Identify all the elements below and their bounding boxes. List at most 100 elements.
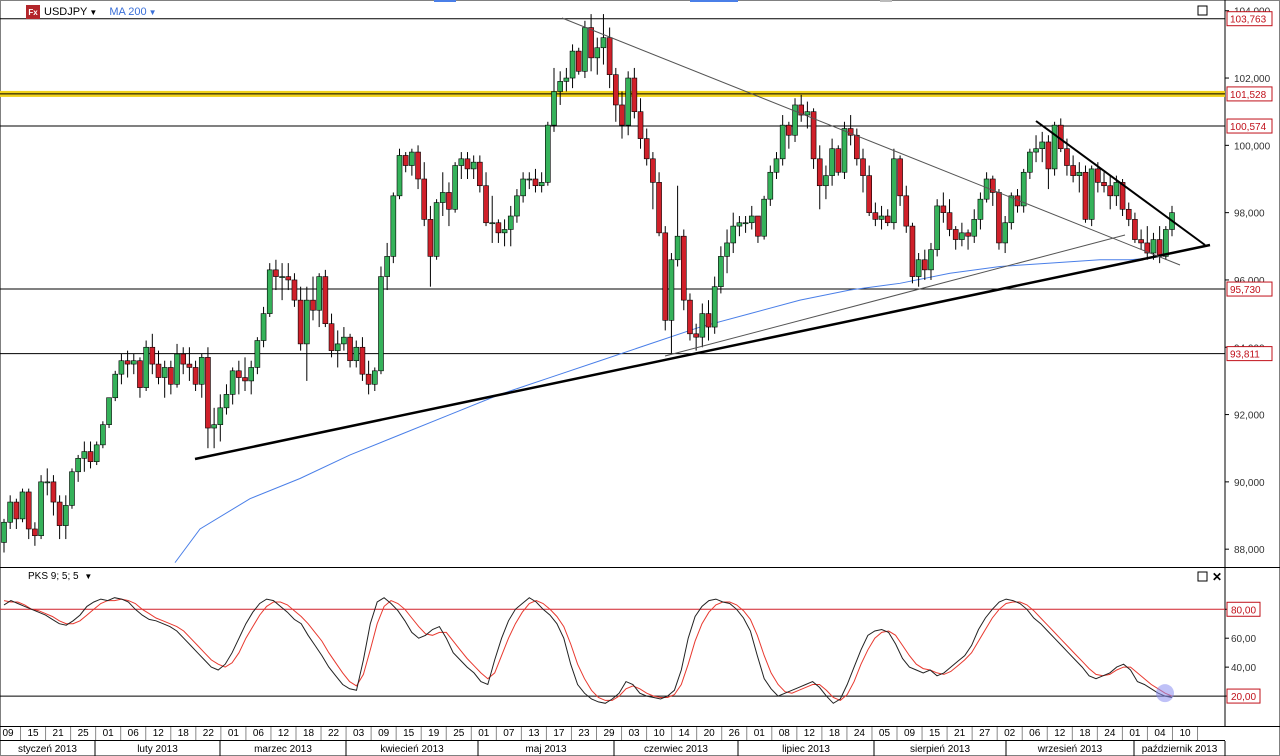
candle bbox=[477, 155, 483, 193]
bull-candle-body bbox=[625, 77, 631, 126]
bear-candle-body bbox=[866, 175, 872, 213]
candle bbox=[526, 172, 533, 190]
x-day-label: 18 bbox=[303, 728, 315, 739]
symbol-selector[interactable]: USDJPY bbox=[44, 6, 88, 18]
oscillator-label[interactable]: PKS 9; 5; 5 bbox=[28, 571, 79, 582]
bear-candle-body bbox=[495, 222, 502, 234]
bull-candle-body bbox=[161, 367, 168, 378]
bear-candle-body bbox=[922, 259, 928, 271]
x-day-label: 09 bbox=[378, 728, 390, 739]
bear-candle-body bbox=[631, 77, 638, 112]
bull-candle-body bbox=[761, 198, 767, 237]
candle bbox=[1057, 118, 1064, 153]
bull-candle-body bbox=[38, 481, 44, 537]
candle bbox=[56, 495, 63, 540]
bull-candle-body bbox=[773, 158, 780, 173]
candle bbox=[93, 441, 100, 466]
x-month-label: sierpień 2013 bbox=[910, 744, 970, 755]
bull-candle-body bbox=[130, 360, 137, 365]
osc-tick-label: 80,00 bbox=[1231, 605, 1256, 616]
oscillator-title[interactable]: PKS 9; 5; 5 ▼ bbox=[28, 571, 104, 582]
candle bbox=[971, 209, 978, 243]
bear-candle-body bbox=[860, 158, 866, 176]
bull-candle-body bbox=[81, 451, 88, 459]
x-day-label: 15 bbox=[403, 728, 415, 739]
x-day-label: 13 bbox=[528, 728, 540, 739]
bull-candle-body bbox=[396, 155, 403, 197]
bear-candle-body bbox=[786, 124, 792, 136]
candle bbox=[112, 370, 119, 402]
price-level-label: 93,811 bbox=[1230, 350, 1260, 361]
x-day-label: 09 bbox=[904, 728, 916, 739]
x-day-label: 18 bbox=[178, 728, 190, 739]
x-day-label: 01 bbox=[228, 728, 240, 739]
symbol-dropdown-icon[interactable]: ▼ bbox=[89, 7, 98, 17]
bear-candle-body bbox=[1101, 182, 1107, 187]
x-day-label: 12 bbox=[278, 728, 290, 739]
candle bbox=[205, 347, 211, 449]
bull-candle-body bbox=[1002, 222, 1008, 244]
candle bbox=[25, 488, 32, 540]
bear-candle-body bbox=[365, 373, 372, 385]
candle bbox=[761, 195, 767, 240]
oscillator-dropdown-icon[interactable]: ▼ bbox=[84, 572, 93, 581]
bull-candle-body bbox=[1051, 124, 1058, 170]
bull-candle-body bbox=[112, 373, 119, 399]
bear-candle-body bbox=[415, 151, 421, 180]
bear-candle-body bbox=[56, 501, 63, 526]
bear-candle-body bbox=[940, 205, 947, 213]
bear-candle-body bbox=[137, 360, 143, 388]
bear-candle-body bbox=[965, 232, 971, 237]
bear-candle-body bbox=[643, 138, 650, 160]
candle bbox=[532, 168, 539, 193]
price-level-label: 100,574 bbox=[1230, 122, 1267, 133]
candle bbox=[816, 145, 823, 210]
bull-candle-body bbox=[971, 219, 978, 237]
indicator-dropdown-icon[interactable]: ▼ bbox=[148, 7, 157, 17]
candle bbox=[538, 172, 545, 193]
bear-candle-body bbox=[810, 111, 817, 160]
candle bbox=[934, 199, 940, 257]
scroll-marker bbox=[880, 0, 892, 2]
candle bbox=[291, 273, 298, 307]
bull-candle-body bbox=[823, 175, 829, 187]
osc-tick-label: 40,00 bbox=[1231, 663, 1256, 674]
candle bbox=[804, 101, 811, 129]
bear-candle-body bbox=[291, 279, 298, 301]
candle bbox=[347, 333, 353, 368]
bear-candle-body bbox=[1082, 171, 1089, 220]
x-day-label: 06 bbox=[128, 728, 140, 739]
candle bbox=[304, 286, 310, 381]
indicator-selector[interactable]: MA 200 bbox=[109, 6, 147, 18]
bull-candle-body bbox=[217, 407, 224, 425]
candle bbox=[81, 441, 88, 472]
bear-candle-body bbox=[359, 346, 366, 375]
bear-candle-body bbox=[662, 232, 669, 321]
x-day-label: 04 bbox=[1154, 728, 1166, 739]
candle bbox=[242, 357, 248, 392]
candle bbox=[1020, 168, 1027, 213]
candle bbox=[223, 384, 230, 415]
bull-candle-body bbox=[7, 501, 13, 523]
bull-candle-body bbox=[1088, 168, 1095, 220]
candle bbox=[106, 397, 112, 429]
candle bbox=[285, 263, 292, 291]
bear-candle-body bbox=[872, 212, 879, 220]
candle bbox=[62, 495, 69, 540]
candle bbox=[69, 468, 75, 509]
x-day-label: 20 bbox=[704, 728, 716, 739]
bull-candle-body bbox=[390, 195, 397, 257]
candle bbox=[124, 350, 131, 378]
candle bbox=[786, 121, 792, 149]
price-level-box: 95,730 bbox=[1226, 281, 1273, 297]
ma200-line bbox=[174, 252, 1171, 563]
bear-candle-body bbox=[285, 276, 292, 281]
bear-candle-body bbox=[446, 192, 452, 210]
candle bbox=[977, 192, 984, 230]
bull-candle-body bbox=[1008, 195, 1015, 224]
candle bbox=[724, 229, 730, 274]
osc-tick-label: 20,00 bbox=[1231, 692, 1256, 703]
bear-candle-body bbox=[328, 323, 335, 351]
bear-candle-body bbox=[32, 528, 38, 537]
